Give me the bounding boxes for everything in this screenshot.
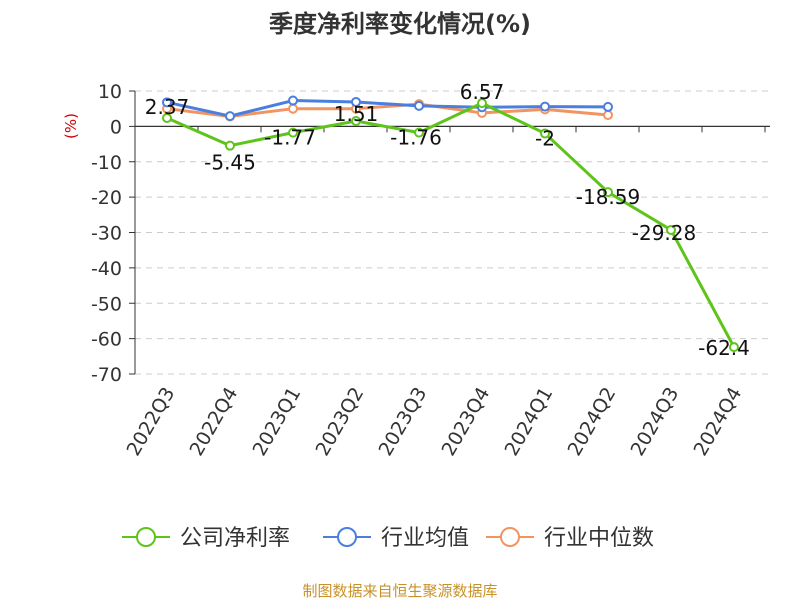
legend[interactable]: 公司净利率 行业均值 行业中位数 xyxy=(122,526,654,551)
legend-item[interactable]: 行业均值 xyxy=(323,526,469,551)
y-tick-label: -30 xyxy=(91,223,122,245)
data-label: -1.77 xyxy=(264,126,316,150)
x-tick-label: 2022Q3 xyxy=(123,384,180,460)
y-axis-unit-label: (%) xyxy=(62,113,80,139)
series-point xyxy=(288,103,298,114)
series-point xyxy=(414,127,424,138)
x-tick-label: 2023Q1 xyxy=(249,384,306,460)
y-tick-label: 10 xyxy=(98,81,122,103)
series-point xyxy=(477,98,487,109)
x-tick-label: 2024Q1 xyxy=(501,384,558,460)
data-label: -1.76 xyxy=(390,126,442,150)
series-point xyxy=(603,101,613,112)
series-point xyxy=(162,97,172,108)
series-point xyxy=(603,110,613,121)
data-label: -29.28 xyxy=(632,221,696,245)
series-lines xyxy=(162,95,739,353)
series-point xyxy=(540,101,550,112)
data-label: 6.57 xyxy=(460,80,505,104)
y-tick-label: 0 xyxy=(110,116,122,138)
chart-title: 季度净利率变化情况(%) xyxy=(269,10,531,38)
y-tick-label: -70 xyxy=(91,364,122,386)
source-note: 制图数据来自恒生聚源数据库 xyxy=(302,582,497,600)
y-tick-label: -20 xyxy=(91,187,122,209)
x-tick-label: 2024Q4 xyxy=(690,384,747,460)
x-tick-label: 2023Q2 xyxy=(312,384,369,460)
series-point xyxy=(603,187,613,198)
data-label: 1.51 xyxy=(334,102,379,126)
data-label: 2.37 xyxy=(145,95,190,119)
legend-marker xyxy=(337,527,357,547)
series-point xyxy=(225,111,235,122)
x-tick-label: 2023Q3 xyxy=(375,384,432,460)
series-point xyxy=(225,140,235,151)
x-tick-label: 2022Q4 xyxy=(186,384,243,460)
series-point xyxy=(540,128,550,139)
data-label: -18.59 xyxy=(576,185,640,209)
y-tick-label: -60 xyxy=(91,329,122,351)
y-tick-label: -40 xyxy=(91,258,122,280)
x-tick-label: 2024Q3 xyxy=(627,384,684,460)
y-tick-label: -50 xyxy=(91,293,122,315)
data-labels: 2.37 -5.45 -1.77 1.51 -1.76 6.57 -2 -18.59 -29.2… xyxy=(145,80,750,360)
legend-marker xyxy=(136,527,156,547)
grid-lines xyxy=(135,90,770,375)
legend-label: 公司净利率 xyxy=(180,526,290,551)
x-tick-label: 2024Q2 xyxy=(564,384,621,460)
series-line xyxy=(166,102,609,118)
series-point xyxy=(351,96,361,107)
series-point xyxy=(414,100,424,111)
series-point xyxy=(666,224,676,235)
data-label: -5.45 xyxy=(204,151,256,175)
legend-marker xyxy=(500,527,520,547)
series-line xyxy=(166,99,609,118)
data-label: -62.4 xyxy=(698,336,750,360)
legend-label: 行业中位数 xyxy=(544,526,654,551)
series-point xyxy=(162,112,172,123)
legend-item[interactable]: 行业中位数 xyxy=(486,526,654,551)
series-point xyxy=(729,342,739,353)
legend-label: 行业均值 xyxy=(381,526,469,551)
series-point xyxy=(288,95,298,106)
x-tick-label: 2023Q4 xyxy=(438,384,495,460)
legend-item[interactable]: 公司净利率 xyxy=(122,526,290,551)
series-point xyxy=(351,116,361,127)
series-point xyxy=(288,127,298,138)
y-tick-label: -10 xyxy=(91,152,122,174)
data-label: -2 xyxy=(535,126,555,150)
series-line xyxy=(166,101,736,348)
